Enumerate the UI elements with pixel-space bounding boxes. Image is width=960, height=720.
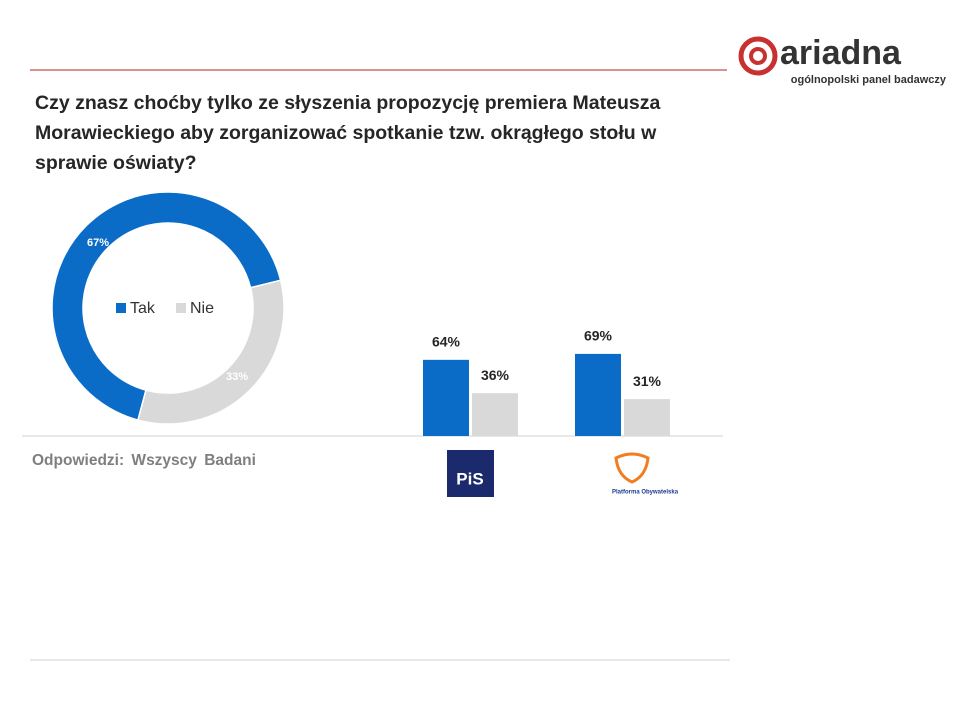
- logo-box: [447, 450, 494, 497]
- brand: ariadna: [780, 34, 902, 72]
- category-label: Platforma Obywatelska: [612, 490, 679, 496]
- legend-label: Tak: [130, 300, 156, 317]
- footnote: Odpowiedzi: Wszyscy Badani: [32, 452, 256, 469]
- legend-swatch: [176, 303, 186, 313]
- donut-slice: [137, 279, 285, 425]
- donut-slice: [51, 191, 282, 421]
- question: Czy znasz choćby tylko ze słyszenia prop…: [35, 92, 661, 174]
- pis-logo: PiS: [447, 450, 494, 497]
- value-label: 36%: [481, 367, 510, 383]
- value-label: 31%: [633, 373, 662, 389]
- value-label: 64%: [432, 334, 461, 350]
- logo: ariadna ogólnopolski panel badawczy: [738, 34, 947, 86]
- legend-label: Nie: [190, 300, 214, 317]
- bar: [575, 353, 621, 436]
- po-logo: Platforma Obywatelska: [612, 452, 679, 496]
- tagline: ogólnopolski panel badawczy: [791, 74, 947, 86]
- logo-icon: [738, 36, 778, 76]
- value-label: 33%: [226, 371, 248, 383]
- logo-icon: [614, 452, 650, 484]
- value-label: 67%: [87, 237, 109, 249]
- logo-icon: [749, 47, 767, 65]
- value-label: 69%: [584, 328, 613, 344]
- bar: [624, 399, 670, 436]
- bar: [472, 393, 518, 436]
- category-label: PiS: [456, 469, 483, 488]
- bar: [423, 359, 469, 436]
- legend-swatch: [116, 303, 126, 313]
